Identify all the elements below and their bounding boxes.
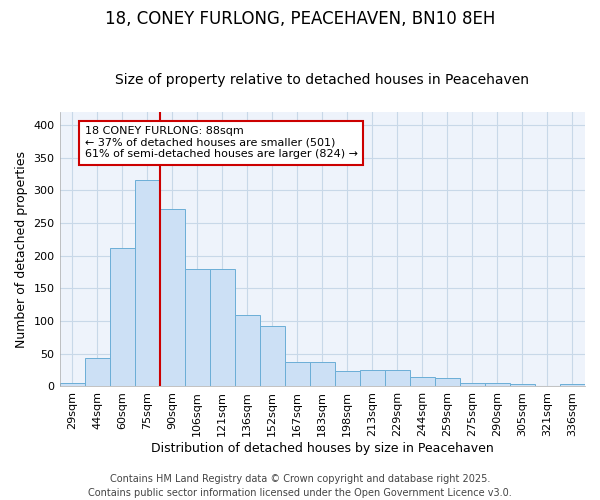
Bar xyxy=(134,180,160,386)
Bar xyxy=(385,370,410,386)
Bar xyxy=(160,208,185,386)
Bar xyxy=(435,378,460,386)
Bar xyxy=(59,383,85,386)
Bar xyxy=(460,383,485,386)
Y-axis label: Number of detached properties: Number of detached properties xyxy=(15,150,28,348)
Bar xyxy=(360,370,385,386)
Title: Size of property relative to detached houses in Peacehaven: Size of property relative to detached ho… xyxy=(115,73,529,87)
Bar xyxy=(110,248,134,386)
Bar xyxy=(235,314,260,386)
Bar xyxy=(285,362,310,386)
Text: 18, CONEY FURLONG, PEACEHAVEN, BN10 8EH: 18, CONEY FURLONG, PEACEHAVEN, BN10 8EH xyxy=(105,10,495,28)
Bar xyxy=(85,358,110,386)
Bar xyxy=(335,372,360,386)
Bar xyxy=(485,382,510,386)
Bar xyxy=(560,384,585,386)
Bar xyxy=(510,384,535,386)
Text: Contains HM Land Registry data © Crown copyright and database right 2025.
Contai: Contains HM Land Registry data © Crown c… xyxy=(88,474,512,498)
Bar xyxy=(185,268,209,386)
Text: 18 CONEY FURLONG: 88sqm
← 37% of detached houses are smaller (501)
61% of semi-d: 18 CONEY FURLONG: 88sqm ← 37% of detache… xyxy=(85,126,358,160)
Bar xyxy=(260,326,285,386)
Bar xyxy=(410,376,435,386)
Bar xyxy=(209,268,235,386)
X-axis label: Distribution of detached houses by size in Peacehaven: Distribution of detached houses by size … xyxy=(151,442,494,455)
Bar xyxy=(310,362,335,386)
